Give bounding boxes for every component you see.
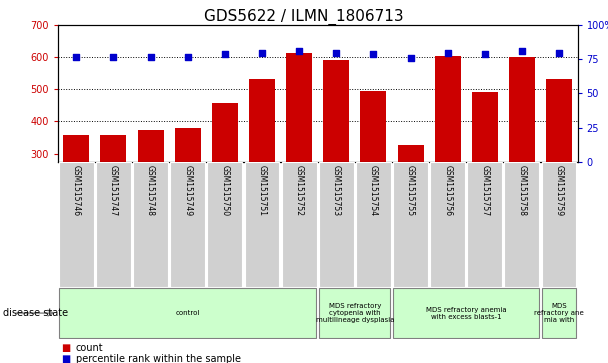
Bar	[542, 288, 576, 338]
Bar	[468, 162, 502, 287]
Bar	[319, 162, 354, 287]
Bar	[249, 79, 275, 250]
Bar	[472, 92, 498, 250]
Bar	[170, 162, 205, 287]
Text: GSM1515753: GSM1515753	[332, 165, 340, 216]
Point	[554, 50, 564, 56]
Text: ■: ■	[61, 354, 70, 363]
Bar	[509, 57, 535, 250]
Text: GSM1515752: GSM1515752	[295, 165, 303, 216]
Bar	[212, 103, 238, 250]
Bar	[393, 288, 539, 338]
Bar	[207, 162, 243, 287]
Text: disease state: disease state	[3, 308, 68, 318]
Point	[146, 54, 156, 60]
Bar	[430, 162, 465, 287]
Text: percentile rank within the sample: percentile rank within the sample	[76, 354, 241, 363]
Text: GSM1515746: GSM1515746	[72, 165, 81, 216]
Point	[517, 48, 527, 54]
Point	[480, 51, 489, 57]
Point	[331, 50, 341, 56]
Text: MDS
refractory ane
mia with: MDS refractory ane mia with	[534, 303, 584, 323]
Bar	[505, 162, 539, 287]
Bar	[63, 135, 89, 250]
Bar	[96, 162, 131, 287]
Bar	[282, 162, 317, 287]
Bar	[244, 162, 280, 287]
Text: GSM1515757: GSM1515757	[480, 165, 489, 216]
Bar	[286, 53, 312, 250]
Point	[109, 54, 119, 60]
Bar	[393, 162, 428, 287]
Text: GSM1515758: GSM1515758	[517, 165, 527, 216]
Bar	[137, 130, 164, 250]
Point	[443, 50, 452, 56]
Bar	[398, 144, 424, 250]
Text: GDS5622 / ILMN_1806713: GDS5622 / ILMN_1806713	[204, 9, 404, 25]
Point	[294, 48, 304, 54]
Point	[406, 55, 415, 61]
Text: GSM1515748: GSM1515748	[146, 165, 155, 216]
Text: GSM1515754: GSM1515754	[369, 165, 378, 216]
Point	[220, 51, 230, 57]
Point	[257, 50, 267, 56]
Text: count: count	[76, 343, 103, 353]
Text: MDS refractory anemia
with excess blasts-1: MDS refractory anemia with excess blasts…	[426, 307, 506, 319]
Bar	[319, 288, 390, 338]
Bar	[59, 162, 94, 287]
Bar	[435, 56, 461, 250]
Text: GSM1515750: GSM1515750	[220, 165, 229, 216]
Bar	[174, 127, 201, 250]
Bar	[356, 162, 391, 287]
Text: GSM1515756: GSM1515756	[443, 165, 452, 216]
Point	[183, 54, 193, 60]
Point	[368, 51, 378, 57]
Bar	[323, 60, 349, 250]
Text: GSM1515749: GSM1515749	[183, 165, 192, 216]
Text: MDS refractory
cytopenia with
multilineage dysplasia: MDS refractory cytopenia with multilinea…	[316, 303, 394, 323]
Bar	[542, 162, 576, 287]
Text: GSM1515755: GSM1515755	[406, 165, 415, 216]
Bar	[133, 162, 168, 287]
Point	[72, 54, 81, 60]
Text: control: control	[176, 310, 200, 316]
Text: GSM1515751: GSM1515751	[257, 165, 266, 216]
Bar	[100, 135, 126, 250]
Bar	[361, 91, 386, 250]
Text: ■: ■	[61, 343, 70, 353]
Text: GSM1515747: GSM1515747	[109, 165, 118, 216]
Text: GSM1515759: GSM1515759	[554, 165, 564, 216]
Bar	[59, 288, 316, 338]
Bar	[546, 79, 572, 250]
